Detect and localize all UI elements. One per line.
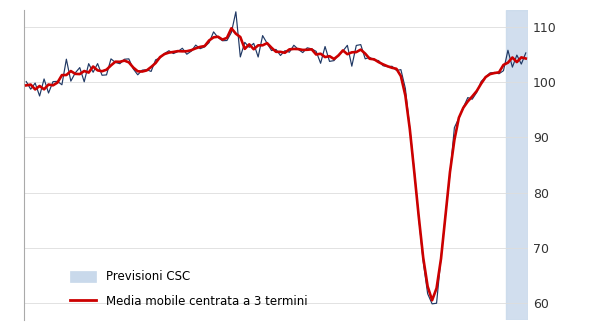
- Legend: Previsioni CSC, Media mobile centrata a 3 termini: Previsioni CSC, Media mobile centrata a …: [70, 270, 307, 308]
- Bar: [506, 10, 528, 320]
